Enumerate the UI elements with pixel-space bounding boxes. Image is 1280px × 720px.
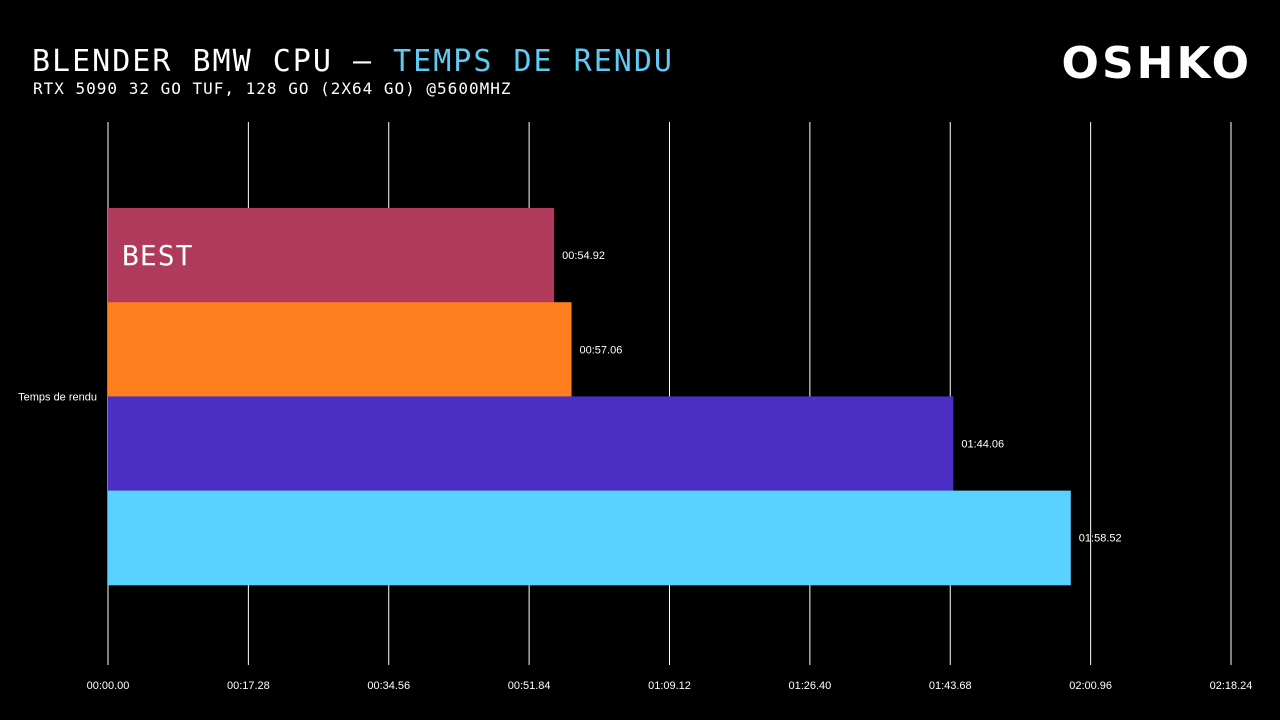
x-tick-label: 00:51.84 [508,680,551,692]
title-accent: TEMPS DE RENDU [393,44,674,79]
best-annotation: BEST [122,239,193,272]
x-tick-label: 01:09.12 [648,680,691,692]
x-tick-label: 02:18.24 [1210,680,1253,692]
x-tick-label: 00:00.00 [87,680,130,692]
x-tick-label: 00:34.56 [367,680,410,692]
chart-title: BLENDER BMW CPU – TEMPS DE RENDU [32,44,674,79]
bar-value-label: 00:57.06 [580,344,623,356]
bar-value-label: 00:54.92 [562,250,605,262]
title-main: BLENDER BMW CPU – [32,44,394,79]
x-tick-label: 01:26.40 [788,680,831,692]
bar-value-label: 01:58.52 [1079,533,1122,545]
x-tick-label: 00:17.28 [227,680,270,692]
bar [108,396,954,492]
category-label: Temps de rendu [18,391,97,403]
bar [108,208,555,303]
x-tick-label: 01:43.68 [929,680,972,692]
bar [108,302,572,397]
bar [108,490,1071,586]
x-tick-label: 02:00.96 [1069,680,1112,692]
chart-subtitle: RTX 5090 32 GO TUF, 128 GO (2X64 GO) @56… [33,79,512,98]
bar-value-label: 01:44.06 [961,439,1004,451]
brand-logo: OSHKO [1061,38,1252,89]
